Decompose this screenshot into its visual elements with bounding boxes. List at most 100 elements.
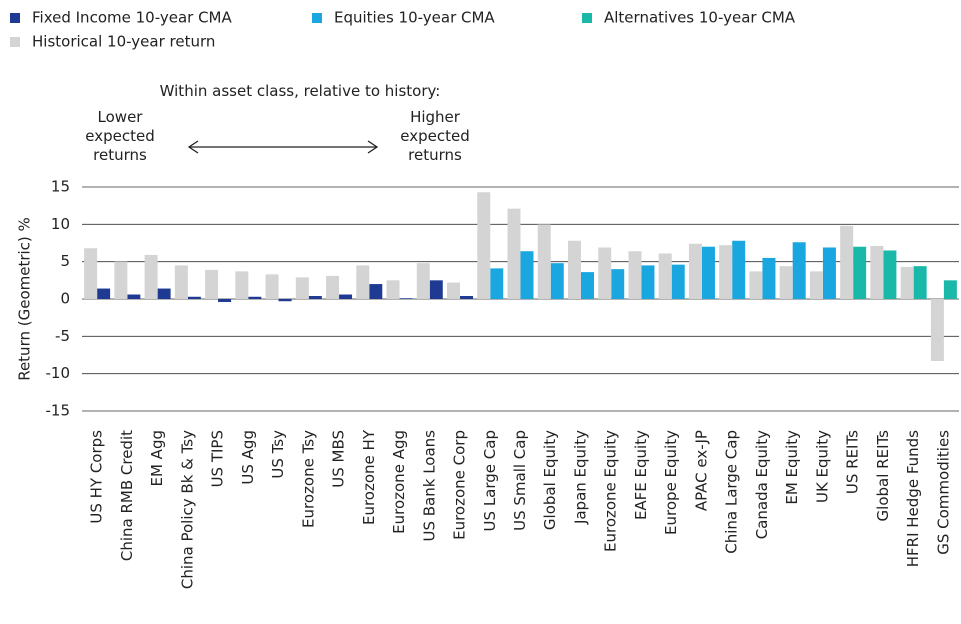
annotation: Lower expected returns	[85, 108, 155, 164]
bar	[278, 299, 292, 302]
x-tick-label: GS Commodities	[934, 430, 952, 555]
bar	[749, 271, 763, 299]
bar	[792, 242, 806, 299]
bar	[628, 251, 642, 299]
x-tick-label: China RMB Credit	[118, 430, 136, 561]
x-tick-label: US REITs	[844, 430, 862, 494]
bar	[416, 263, 430, 299]
x-tick-label: Global REITs	[874, 430, 892, 522]
bar	[339, 294, 353, 299]
legend-swatch	[582, 13, 592, 23]
bar	[97, 288, 111, 299]
bar	[930, 299, 944, 361]
bar	[187, 296, 201, 299]
bar	[144, 254, 158, 299]
annotation: Within asset class, relative to history:	[159, 82, 441, 100]
bar	[900, 266, 914, 299]
x-tick-label: HFRI Hedge Funds	[904, 430, 922, 567]
legend-swatch	[10, 37, 20, 47]
bar	[84, 248, 98, 299]
bar	[248, 296, 262, 299]
arrow-head	[367, 140, 379, 154]
bar	[809, 271, 823, 299]
x-tick-label: US Bank Loans	[420, 430, 438, 542]
legend-swatch	[312, 13, 322, 23]
bar	[447, 282, 461, 299]
bar	[308, 296, 322, 299]
y-tick-label: 15	[51, 178, 70, 196]
bar	[732, 240, 746, 299]
bar	[550, 263, 564, 299]
bar	[265, 274, 279, 299]
x-tick-label: China Policy Bk & Tsy	[178, 430, 196, 589]
y-tick-label: -5	[55, 327, 70, 345]
bar	[822, 247, 836, 299]
x-tick-label: Eurozone Tsy	[299, 430, 317, 528]
x-tick-label: US Agg	[239, 430, 257, 485]
bar	[127, 294, 141, 299]
x-tick-label: Eurozone HY	[360, 429, 378, 525]
y-tick-label: -10	[46, 364, 71, 382]
x-tick-label: EM Agg	[148, 430, 166, 487]
x-tick-label: UK Equity	[813, 430, 831, 503]
bar	[853, 246, 867, 299]
bar	[326, 275, 340, 299]
x-tick-label: US Large Cap	[481, 430, 499, 531]
bar	[840, 225, 854, 299]
legend-label: Fixed Income 10-year CMA	[32, 9, 232, 27]
bar	[174, 265, 188, 299]
x-tick-label: US Small Cap	[511, 430, 529, 531]
bar	[580, 272, 594, 299]
legend-label: Alternatives 10-year CMA	[604, 9, 796, 27]
bar	[883, 250, 897, 299]
legend-label: Equities 10-year CMA	[334, 9, 495, 27]
bar	[386, 280, 400, 299]
bar	[943, 280, 957, 299]
bar	[460, 296, 474, 299]
legend-swatch	[10, 13, 20, 23]
x-tick-label: Eurozone Corp	[451, 430, 469, 540]
y-axis-label: Return (Geometric) %	[16, 217, 34, 381]
x-tick-label: US MBS	[330, 430, 348, 488]
bar	[701, 246, 715, 299]
bar	[913, 266, 927, 299]
bar	[520, 251, 534, 299]
bar	[507, 208, 521, 299]
y-tick-label: 0	[60, 290, 70, 308]
bar	[598, 247, 612, 299]
bar	[429, 280, 443, 299]
bar	[114, 261, 128, 299]
x-tick-label: Japan Equity	[571, 430, 589, 525]
bar	[157, 288, 171, 299]
bar	[356, 265, 370, 299]
arrow-head	[187, 140, 199, 154]
x-tick-label: EM Equity	[783, 430, 801, 505]
y-tick-label: 10	[51, 215, 70, 233]
bar	[611, 269, 625, 299]
bar	[671, 264, 685, 299]
bar	[477, 192, 491, 299]
x-tick-label: EAFE Equity	[632, 430, 650, 520]
y-tick-label: 5	[60, 252, 70, 270]
x-tick-label: China Large Cap	[723, 430, 741, 554]
x-tick-label: Eurozone Equity	[602, 430, 620, 552]
x-tick-label: APAC ex-JP	[692, 430, 710, 511]
bar	[688, 243, 702, 299]
x-tick-label: US HY Corps	[88, 430, 106, 524]
bar	[218, 299, 232, 302]
legend-label: Historical 10-year return	[32, 33, 215, 51]
bar	[205, 269, 219, 299]
bar	[235, 271, 249, 299]
x-tick-label: Europe Equity	[662, 430, 680, 535]
x-tick-label: Canada Equity	[753, 430, 771, 539]
bar	[870, 245, 884, 299]
bar	[779, 266, 793, 299]
x-tick-label: US Tsy	[269, 430, 287, 479]
bar	[490, 268, 504, 299]
bar	[762, 257, 776, 299]
y-tick-label: -15	[46, 402, 71, 420]
x-tick-label: Global Equity	[541, 430, 559, 530]
bar	[641, 265, 655, 299]
